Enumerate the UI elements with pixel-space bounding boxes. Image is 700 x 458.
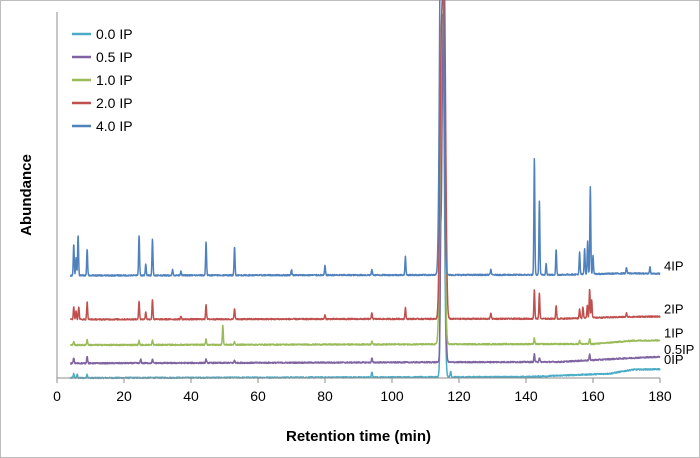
x-tick-label: 80	[317, 388, 333, 404]
trace-label: 1IP	[664, 325, 684, 340]
legend: 0.0 IP 0.5 IP 1.0 IP 2.0 IP 4.0 IP	[72, 26, 133, 134]
x-tick-label: 140	[514, 388, 538, 404]
x-tick-label: 180	[648, 388, 672, 404]
legend-label: 4.0 IP	[96, 118, 133, 134]
series-layer	[69, 0, 661, 380]
x-tick-label: 120	[447, 388, 471, 404]
series-line-4ip	[69, 0, 661, 277]
legend-label: 1.0 IP	[96, 72, 133, 88]
trace-label: 0.5IP	[664, 342, 694, 357]
legend-label: 2.0 IP	[96, 95, 133, 111]
x-ticks: 0 20 40 60 80 100 120 140 160 180	[53, 378, 672, 404]
x-tick-label: 60	[250, 388, 266, 404]
x-tick-label: 160	[581, 388, 605, 404]
legend-label: 0.5 IP	[96, 49, 133, 65]
series-line-1ip	[69, 0, 661, 347]
series-line-0ip	[69, 31, 661, 380]
trace-label: 2IP	[664, 302, 684, 317]
legend-label: 0.0 IP	[96, 26, 133, 42]
trace-label: 4IP	[664, 259, 684, 274]
x-tick-label: 40	[183, 388, 199, 404]
x-axis-title: Retention time (min)	[286, 428, 431, 445]
x-tick-label: 100	[380, 388, 404, 404]
series-line-0-5ip	[69, 13, 661, 365]
x-tick-label: 20	[116, 388, 132, 404]
trace-label: 0IP	[664, 352, 684, 367]
series-line-2ip	[69, 0, 661, 321]
y-axis-title: Abundance	[18, 154, 35, 236]
x-tick-label: 0	[53, 388, 61, 404]
